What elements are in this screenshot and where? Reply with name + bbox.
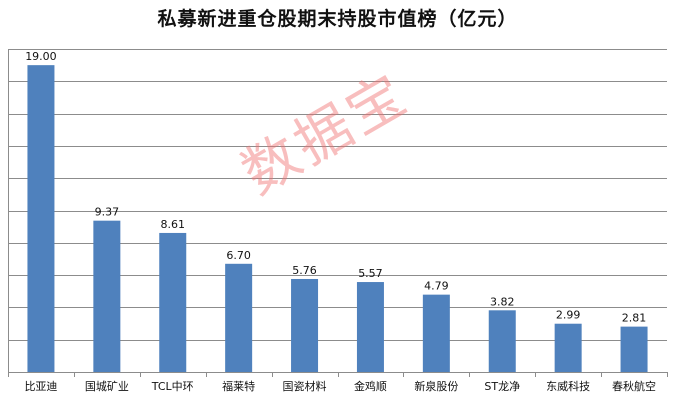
axes xyxy=(8,49,668,377)
data-label: 3.82 xyxy=(490,295,515,308)
data-label: 9.37 xyxy=(95,206,120,219)
bar xyxy=(488,310,516,372)
data-label: 2.81 xyxy=(622,312,647,325)
category-label: 国瓷材料 xyxy=(283,379,327,393)
category-label: TCL中环 xyxy=(151,380,194,393)
data-label: 5.76 xyxy=(292,264,317,277)
bar xyxy=(225,263,253,372)
data-label: 19.00 xyxy=(25,50,57,63)
category-label: 福莱特 xyxy=(222,379,255,393)
data-label: 5.57 xyxy=(358,267,383,280)
category-label: ST龙净 xyxy=(484,379,520,393)
category-label: 新泉股份 xyxy=(414,379,458,393)
bar xyxy=(422,294,450,372)
bar xyxy=(620,326,648,372)
data-label: 6.70 xyxy=(226,249,251,262)
category-label: 东威科技 xyxy=(546,379,590,393)
gridlines xyxy=(8,49,667,341)
category-label: 比亚迪 xyxy=(24,380,57,393)
data-label: 8.61 xyxy=(161,218,186,231)
chart-title: 私募新进重仓股期末持股市值榜（亿元） xyxy=(157,8,518,30)
bar xyxy=(159,232,187,372)
category-labels: 比亚迪 国城矿业 TCL中环 福莱特 国瓷材料 金鸡顺 新泉股份 ST龙净 东威科技 春秋航空 xyxy=(24,379,656,393)
bars xyxy=(27,65,648,373)
bar xyxy=(554,323,582,372)
category-label: 国城矿业 xyxy=(85,380,129,393)
bar xyxy=(356,282,384,372)
bar xyxy=(93,220,121,372)
category-label: 金鸡顺 xyxy=(354,379,387,393)
data-label: 4.79 xyxy=(424,280,449,293)
bar xyxy=(27,65,55,373)
data-labels: 19.00 9.37 8.61 6.70 5.76 5.57 4.79 3.82 2.99 2.8… xyxy=(25,50,646,324)
category-label: 春秋航空 xyxy=(612,379,656,393)
bar xyxy=(291,278,319,372)
data-label: 2.99 xyxy=(556,309,581,322)
